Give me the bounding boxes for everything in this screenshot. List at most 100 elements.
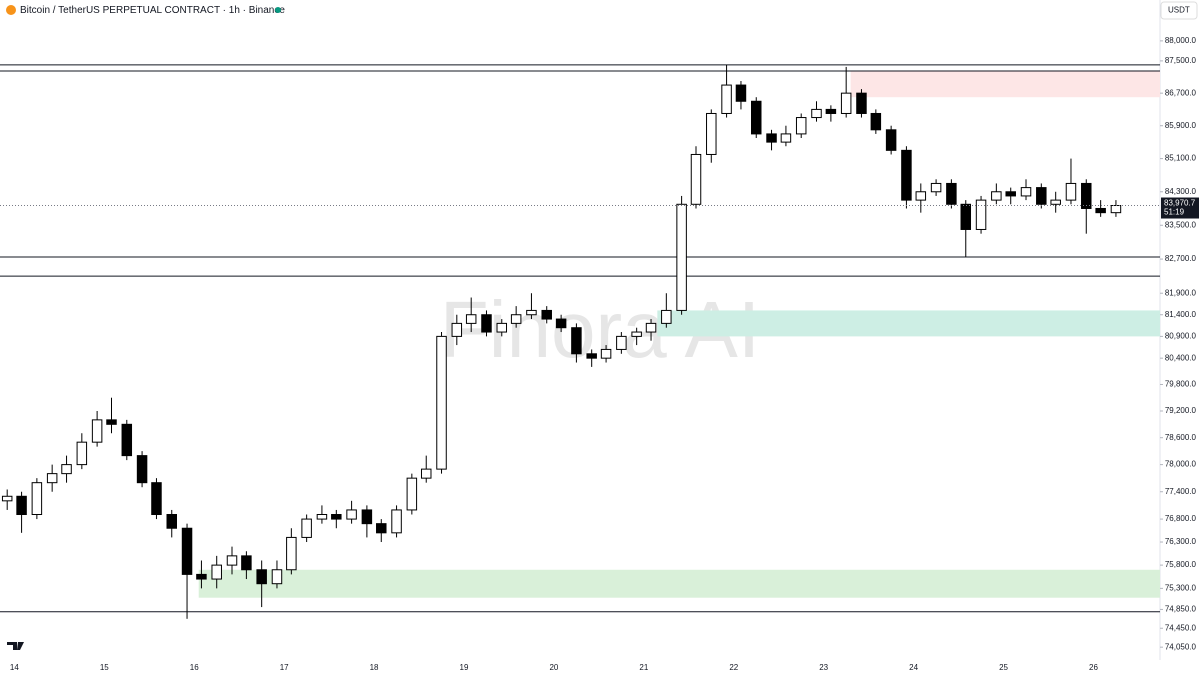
candle-body (946, 182, 957, 205)
candle-body (196, 573, 207, 580)
candle-body (960, 203, 972, 230)
last-price-box (1161, 197, 1199, 219)
y-tick-label: 81,900.0 (1165, 288, 1197, 297)
candle-body (286, 536, 297, 571)
candle-body (1, 495, 13, 502)
x-tick-label: 18 (370, 663, 379, 672)
candle-body (376, 523, 387, 534)
candle-body (271, 569, 283, 585)
y-tick-label: 75,800.0 (1165, 560, 1197, 569)
candle-body (870, 112, 882, 131)
candle-body (706, 112, 717, 155)
candle-body (901, 149, 912, 201)
candle-body (76, 441, 88, 466)
candle-body (690, 153, 702, 205)
candle-body (241, 555, 252, 571)
y-tick-label: 80,900.0 (1165, 331, 1197, 340)
candle-body (676, 203, 687, 311)
tv-logo (7, 642, 24, 650)
candle-body (496, 322, 508, 333)
candle-body (1095, 207, 1106, 214)
x-tick-label: 15 (100, 663, 109, 672)
y-tick-label: 79,200.0 (1165, 406, 1197, 415)
candle-body (316, 514, 328, 520)
y-tick-label: 83,500.0 (1165, 220, 1197, 229)
candle-body (735, 84, 747, 102)
candle-body (1110, 205, 1122, 214)
candle-body (616, 335, 627, 350)
currency: USDT (1168, 6, 1190, 15)
candle-body (420, 468, 432, 479)
candle-body (481, 314, 492, 333)
candle-body (930, 182, 942, 193)
countdown: 51:19 (1164, 208, 1185, 217)
x-tick-label: 24 (909, 663, 918, 672)
candle-body (795, 117, 807, 135)
y-tick-label: 84,300.0 (1165, 187, 1197, 196)
y-tick-label: 74,450.0 (1165, 623, 1197, 632)
candle-body (181, 527, 193, 575)
x-tick-label: 20 (549, 663, 558, 672)
y-tick-label: 78,600.0 (1165, 433, 1197, 442)
candle-body (991, 191, 1002, 201)
x-tick-label: 21 (639, 663, 648, 672)
y-tick-label: 76,300.0 (1165, 537, 1197, 546)
coin-icon (6, 5, 16, 15)
candle-body (751, 100, 762, 135)
y-tick-label: 85,900.0 (1165, 121, 1197, 130)
candle-body (766, 133, 777, 143)
candle-body (226, 555, 238, 566)
y-tick-label: 75,300.0 (1165, 583, 1197, 592)
candle-body (1081, 182, 1092, 209)
currency-box[interactable] (1160, 1, 1198, 20)
y-tick-label: 80,400.0 (1165, 353, 1197, 362)
candle-body (825, 108, 837, 114)
candle-body (451, 322, 463, 337)
candle-body (975, 199, 987, 230)
candle-body (1050, 199, 1061, 205)
candle-body (166, 514, 177, 529)
candle-body (436, 335, 447, 470)
candle-body (1065, 182, 1077, 201)
candle-body (840, 92, 852, 114)
status-dot (275, 7, 281, 13)
candle-body (555, 318, 567, 329)
candle-body (1020, 187, 1032, 197)
candle-body (645, 322, 657, 333)
y-tick-label: 74,850.0 (1165, 605, 1197, 614)
candle-body (106, 419, 117, 425)
candle-body (586, 353, 597, 359)
candle-body (571, 327, 582, 355)
candle-body (346, 509, 357, 520)
candle-body (465, 314, 477, 324)
candle-body (31, 482, 43, 516)
zone (657, 310, 1160, 337)
candle-body (721, 84, 732, 114)
y-tick-label: 81,400.0 (1165, 310, 1197, 319)
y-tick-label: 88,000.0 (1165, 36, 1197, 45)
candle-body (1036, 187, 1047, 205)
y-tick-label: 78,000.0 (1165, 460, 1197, 469)
x-tick-label: 16 (190, 663, 199, 672)
candle-body (361, 509, 373, 525)
candle-body (16, 495, 27, 516)
candle-body (811, 108, 822, 119)
candle-body (331, 514, 342, 520)
candle-body (1005, 191, 1016, 197)
candle-body (780, 133, 792, 143)
candle-body (256, 569, 267, 585)
y-tick-label: 76,800.0 (1165, 514, 1197, 523)
last-price-label: 83,970.7 (1164, 199, 1196, 208)
y-tick-label: 86,700.0 (1165, 88, 1197, 97)
candle-body (151, 482, 162, 516)
symbol-title: Bitcoin / TetherUS PERPETUAL CONTRACT · … (20, 5, 285, 16)
candle-body (526, 309, 537, 316)
candle-body (136, 455, 148, 484)
candle-body (510, 314, 522, 324)
candle-body (211, 564, 222, 580)
x-tick-label: 23 (819, 663, 828, 672)
zone (198, 569, 1160, 598)
candle-body (61, 464, 72, 475)
candle-body (91, 419, 103, 443)
